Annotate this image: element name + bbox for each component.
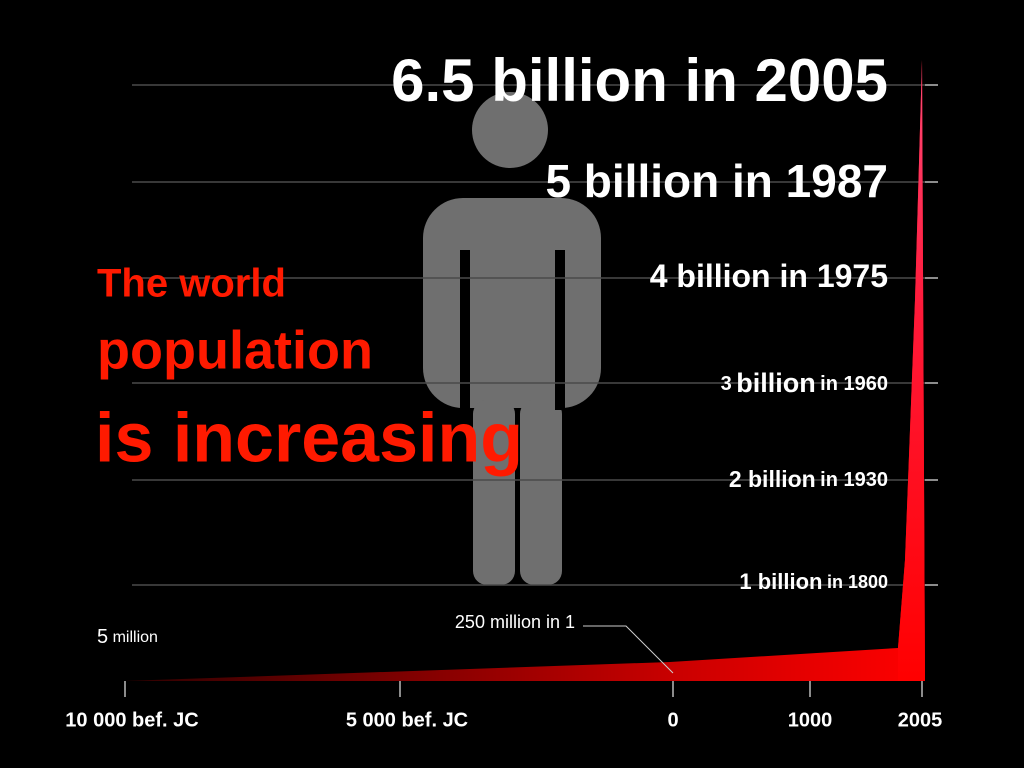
person-arm-gap (460, 250, 470, 410)
x-label: 5 000 bef. JC (346, 709, 468, 731)
person-arm-gap (555, 250, 565, 410)
milestone-text: 6.5 billion in 2005 (391, 47, 888, 114)
milestone-text: in 1960 (820, 373, 888, 395)
milestone-text: 3 (721, 373, 732, 395)
start-unit: million (113, 629, 158, 646)
heading-line: population (97, 320, 373, 380)
annotation: 250 million in 1 (455, 612, 575, 632)
milestone-text: in 1800 (827, 572, 888, 592)
milestone: 6.5 billion in 2005 (391, 47, 888, 114)
milestone-text: 4 billion in 1975 (650, 258, 888, 294)
heading-line: The world (97, 262, 286, 306)
x-axis: 10 000 bef. JC 5 000 bef. JC 0 1000 2005 (65, 681, 942, 731)
milestone: 2 billion in 1930 (729, 466, 888, 492)
annotation-leader (583, 625, 674, 674)
start-label: 5 million (97, 626, 158, 648)
milestone-text: 5 billion in 1987 (545, 155, 888, 207)
x-label: 1000 (788, 709, 833, 731)
heading-line: is increasing (95, 398, 523, 476)
grid (132, 84, 938, 586)
milestone-text: 2 billion (729, 466, 816, 492)
milestone: 1 billion in 1800 (739, 569, 888, 594)
start-number: 5 (97, 626, 108, 648)
x-label: 0 (667, 709, 678, 731)
milestone: 3 billion in 1960 (721, 368, 888, 398)
x-label: 10 000 bef. JC (65, 709, 198, 731)
milestone-text: billion (736, 368, 815, 398)
milestone-text: 1 billion (739, 569, 822, 594)
x-label: 2005 (898, 709, 943, 731)
milestone: 5 billion in 1987 (545, 155, 888, 207)
milestone-text: in 1930 (820, 469, 888, 491)
population-spike (898, 60, 925, 681)
milestone: 4 billion in 1975 (650, 258, 888, 294)
